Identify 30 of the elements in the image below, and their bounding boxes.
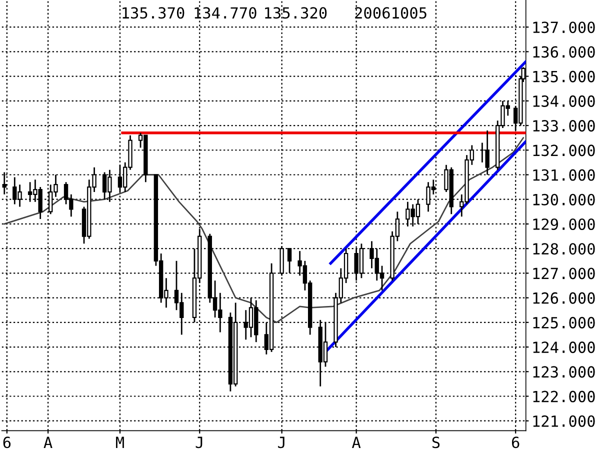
- x-tick-label: S: [432, 436, 440, 448]
- x-tick-label: A: [352, 436, 361, 448]
- line-series: [4, 137, 524, 324]
- x-tick-label: J: [196, 436, 202, 448]
- y-tick-label: 136.000: [533, 46, 595, 58]
- y-tick-label: 128.000: [533, 243, 595, 255]
- y-tick-label: 134.000: [533, 95, 595, 107]
- y-tick-label: 133.000: [533, 120, 595, 132]
- x-tick-label: J: [278, 436, 284, 448]
- y-tick-label: 131.000: [533, 169, 595, 181]
- y-tick-label: 123.000: [533, 366, 595, 378]
- y-tick-label: 129.000: [533, 218, 595, 230]
- annotation: 135.320: [265, 7, 327, 19]
- y-tick-label: 122.000: [533, 390, 595, 402]
- y-tick-label: 126.000: [533, 292, 595, 304]
- y-tick-label: 125.000: [533, 316, 595, 328]
- x-tick-label: 6: [3, 436, 11, 448]
- x-tick-label: A: [44, 436, 52, 448]
- y-tick-label: 132.000: [533, 144, 595, 156]
- annotation: 135.370: [122, 7, 184, 19]
- y-tick-label: 130.000: [533, 194, 595, 206]
- annotation: 134.770: [194, 7, 256, 19]
- y-tick-label: 137.000: [533, 22, 595, 34]
- x-tick-label: 6: [512, 436, 520, 448]
- y-tick-label: 124.000: [533, 342, 595, 354]
- annotation: 20061005: [355, 7, 426, 19]
- y-tick-label: 127.000: [533, 268, 595, 280]
- x-tick-label: M: [116, 436, 124, 448]
- y-tick-label: 121.000: [533, 415, 595, 427]
- y-tick-label: 135.000: [533, 70, 595, 82]
